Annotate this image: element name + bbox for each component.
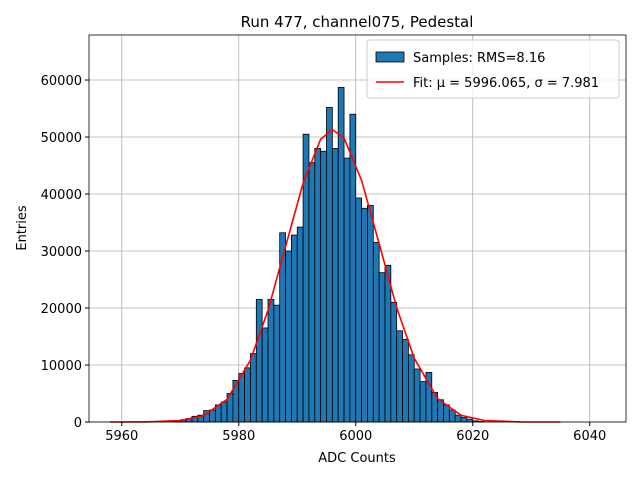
- y-tick-label: 60000: [41, 74, 82, 89]
- y-tick-label: 0: [74, 416, 82, 431]
- y-tick-label: 30000: [41, 245, 82, 260]
- fit-line: [110, 128, 561, 423]
- histogram-bar: [407, 354, 415, 423]
- histogram-bar: [238, 373, 246, 423]
- chart-title: Run 477, channel075, Pedestal: [241, 13, 474, 31]
- histogram-bar: [285, 250, 292, 423]
- x-tick-label: 5980: [222, 429, 255, 444]
- histogram-bar: [314, 148, 322, 423]
- y-tick-label: 50000: [41, 131, 82, 146]
- histogram-bar: [279, 232, 286, 423]
- legend-box: [366, 39, 620, 99]
- x-axis-label: ADC Counts: [318, 451, 396, 466]
- histogram-bar: [308, 162, 316, 423]
- legend-label: Fit: μ = 5996.065, σ = 7.981: [413, 76, 599, 91]
- x-tick-label: 5960: [105, 429, 138, 444]
- histogram-bar: [402, 338, 409, 423]
- y-tick-label: 10000: [41, 359, 82, 374]
- histogram-bar: [361, 207, 368, 423]
- histogram-bar: [378, 272, 386, 423]
- histogram-bar: [466, 418, 474, 423]
- histogram-bar: [355, 197, 362, 423]
- y-tick-label: 40000: [41, 188, 82, 203]
- histogram-bar: [331, 148, 339, 423]
- plot-frame: [88, 34, 627, 423]
- histogram-bar: [396, 330, 403, 423]
- histogram-bar: [443, 404, 450, 423]
- histogram-bar: [460, 417, 468, 423]
- histogram-bar: [261, 327, 269, 423]
- histogram-bar: [296, 226, 304, 423]
- histogram-bar: [372, 242, 380, 423]
- histogram-bar: [273, 304, 281, 423]
- x-tick-label: 6000: [339, 429, 372, 444]
- x-tick-label: 6020: [456, 429, 489, 444]
- histogram-bar: [220, 401, 228, 423]
- histogram-bar: [367, 205, 374, 423]
- histogram-bar: [384, 264, 392, 423]
- histogram-bar: [244, 367, 251, 423]
- histogram-bar: [267, 299, 275, 423]
- legend-label: Samples: RMS=8.16: [413, 51, 545, 66]
- x-tick-label: 6040: [573, 429, 606, 444]
- legend-swatch: [375, 51, 405, 63]
- histogram-bar: [413, 368, 421, 423]
- histogram-bar: [250, 353, 257, 423]
- histogram-bar: [326, 106, 333, 423]
- y-tick-label: 20000: [41, 302, 82, 317]
- histogram-bar: [255, 299, 263, 423]
- histogram-bar: [343, 157, 351, 423]
- histogram-bar: [454, 414, 462, 423]
- y-axis-label: Entries: [15, 205, 30, 251]
- histogram-bar: [290, 234, 298, 423]
- histogram-bar: [320, 150, 327, 423]
- histogram-bar: [419, 381, 427, 423]
- histogram-bar: [448, 409, 456, 423]
- histogram-bar: [390, 301, 398, 423]
